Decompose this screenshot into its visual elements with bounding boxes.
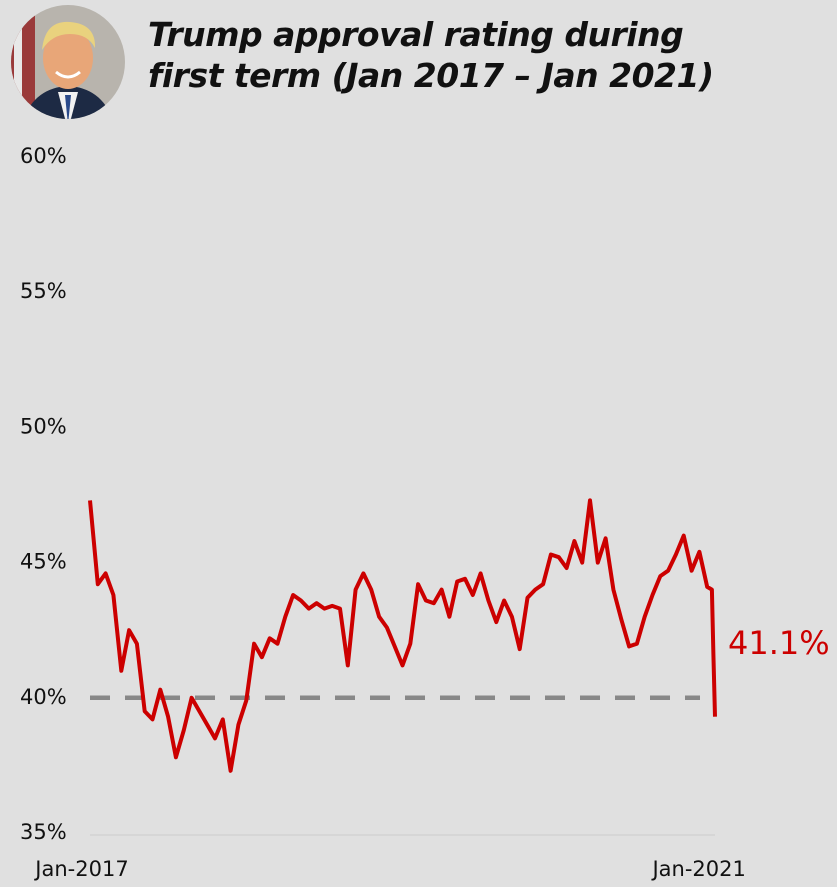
x-tick-label: Jan-2021 [650,857,745,881]
line [88,498,717,773]
y-tick-label: 55% [20,279,67,303]
y-tick-label: 50% [20,414,67,438]
chart-title: Trump approval rating during first term … [148,15,714,95]
y-tick-label: 40% [20,685,67,709]
y-tick-label: 60% [20,144,67,168]
y-tick-label: 45% [20,550,67,574]
x-tick-label: Jan-2017 [33,857,128,881]
portrait [11,5,125,119]
end-label: 41.1% [728,624,830,662]
y-tick-label: 35% [20,820,67,844]
